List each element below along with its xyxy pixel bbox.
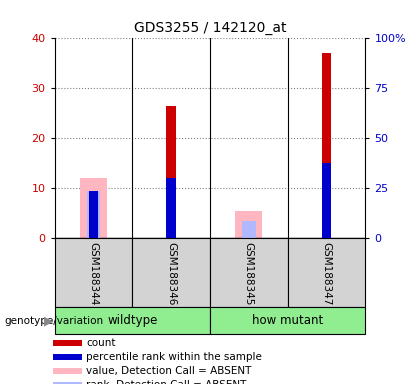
Text: GSM188344: GSM188344 (89, 242, 98, 305)
Bar (55, 307, 210, 334)
Bar (166, 106, 176, 238)
Text: how mutant: how mutant (252, 314, 323, 327)
Bar (53, 368, 81, 374)
Text: GSM188346: GSM188346 (166, 242, 176, 305)
Bar (210, 307, 365, 334)
Bar (235, 210, 262, 238)
Bar (89, 190, 98, 238)
Bar (80, 178, 107, 238)
Title: GDS3255 / 142120_at: GDS3255 / 142120_at (134, 21, 286, 35)
Text: value, Detection Call = ABSENT: value, Detection Call = ABSENT (87, 366, 252, 376)
Text: wildtype: wildtype (107, 314, 158, 327)
Bar (132, 238, 210, 307)
Text: ▶: ▶ (44, 314, 53, 327)
Bar (322, 163, 331, 238)
Text: GSM188347: GSM188347 (322, 242, 331, 305)
Text: percentile rank within the sample: percentile rank within the sample (87, 352, 262, 362)
Bar (53, 340, 81, 346)
Bar (53, 354, 81, 360)
Bar (242, 220, 256, 238)
Bar (210, 238, 288, 307)
Bar (53, 382, 81, 384)
Bar (166, 178, 176, 238)
Bar (322, 53, 331, 238)
Bar (87, 190, 100, 238)
Text: GSM188345: GSM188345 (244, 242, 254, 305)
Text: genotype/variation: genotype/variation (4, 316, 103, 326)
Bar (288, 238, 365, 307)
Text: count: count (87, 338, 116, 348)
Text: rank, Detection Call = ABSENT: rank, Detection Call = ABSENT (87, 380, 247, 384)
Bar (55, 238, 132, 307)
